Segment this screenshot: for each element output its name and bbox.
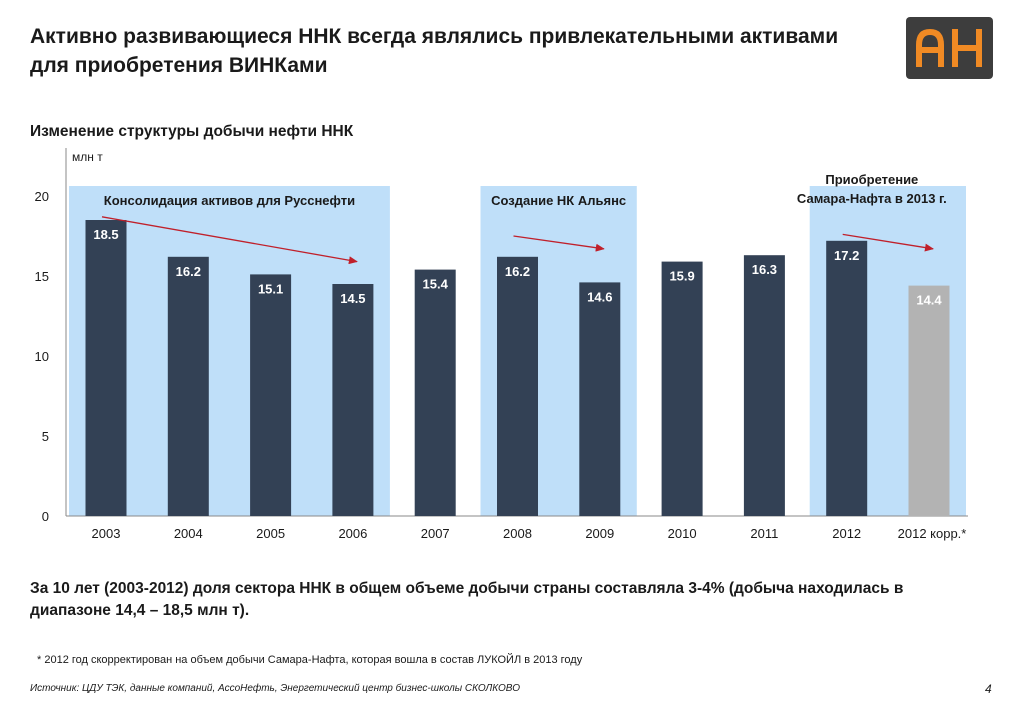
bar-2009 <box>579 282 621 516</box>
bar-value-label: 17.2 <box>834 248 859 263</box>
logo-mark <box>916 29 982 67</box>
bar-chart: млн т 0 5 10 15 20 18.5 2003 16.2 2004 15.1 2005 14.… <box>35 148 968 541</box>
x-tick-label: 2008 <box>503 526 532 541</box>
x-tick-label: 2005 <box>256 526 285 541</box>
summary-text: За 10 лет (2003-2012) доля сектора ННК в… <box>30 580 904 619</box>
annotation-arrow-2 <box>842 233 934 252</box>
x-tick-label: 2010 <box>668 526 697 541</box>
x-tick-label: 2003 <box>92 526 121 541</box>
x-tick-label: 2012 <box>832 526 861 541</box>
annotation-label-2: Приобретение <box>825 172 918 187</box>
bar-2004 <box>167 256 209 516</box>
bar-value-label: 16.2 <box>176 264 201 279</box>
bar-value-label: 15.1 <box>258 281 283 296</box>
y-tick-label: 5 <box>42 429 49 444</box>
y-tick-label: 20 <box>35 189 49 204</box>
bar-value-label: 16.2 <box>505 264 530 279</box>
bar-2012 корр.* <box>908 285 950 516</box>
annotation-label-1: Создание НК Альянс <box>491 193 626 208</box>
bar-value-label: 14.5 <box>340 291 365 306</box>
bar-value-label: 15.9 <box>669 269 694 284</box>
annotation-arrow-0 <box>101 216 358 265</box>
bar-2011 <box>743 255 785 516</box>
bar-2007 <box>414 269 456 516</box>
bar-2010 <box>661 261 703 516</box>
y-unit-label: млн т <box>72 150 103 164</box>
y-tick-label: 15 <box>35 269 49 284</box>
bar-value-label: 18.5 <box>93 227 118 242</box>
y-tick-label: 0 <box>42 509 49 524</box>
bar-2006 <box>332 284 374 516</box>
x-tick-label: 2006 <box>338 526 367 541</box>
annotation-label-0: Консолидация активов для Русснефти <box>104 193 355 208</box>
page-title: Активно развивающиеся ННК всегда являлис… <box>30 25 839 77</box>
footnote: * 2012 год скорректирован на объем добыч… <box>37 654 583 666</box>
chart-subtitle: Изменение структуры добычи нефти ННК <box>30 123 354 140</box>
source-note: Источник: ЦДУ ТЭК, данные компаний, Ассо… <box>30 683 520 694</box>
y-tick-label: 10 <box>35 349 49 364</box>
bar-value-label: 15.4 <box>423 277 449 292</box>
x-tick-label: 2011 <box>750 526 778 541</box>
bar-2008 <box>497 256 538 516</box>
x-tick-label: 2012 корр.* <box>898 526 967 541</box>
x-tick-label: 2004 <box>174 526 203 541</box>
company-logo <box>906 17 993 79</box>
page-number: 4 <box>985 682 992 696</box>
bar-value-label: 16.3 <box>752 262 777 277</box>
bar-value-label: 14.4 <box>916 293 942 308</box>
bar-2012 <box>826 240 868 517</box>
annotation-label-2: Самара-Нафта в 2013 г. <box>797 191 947 206</box>
annotation-arrow-1 <box>513 235 605 252</box>
bar-2005 <box>250 274 292 516</box>
x-tick-label: 2007 <box>421 526 450 541</box>
bar-value-label: 14.6 <box>587 289 612 304</box>
bar-2003 <box>85 220 127 516</box>
x-tick-label: 2009 <box>585 526 614 541</box>
